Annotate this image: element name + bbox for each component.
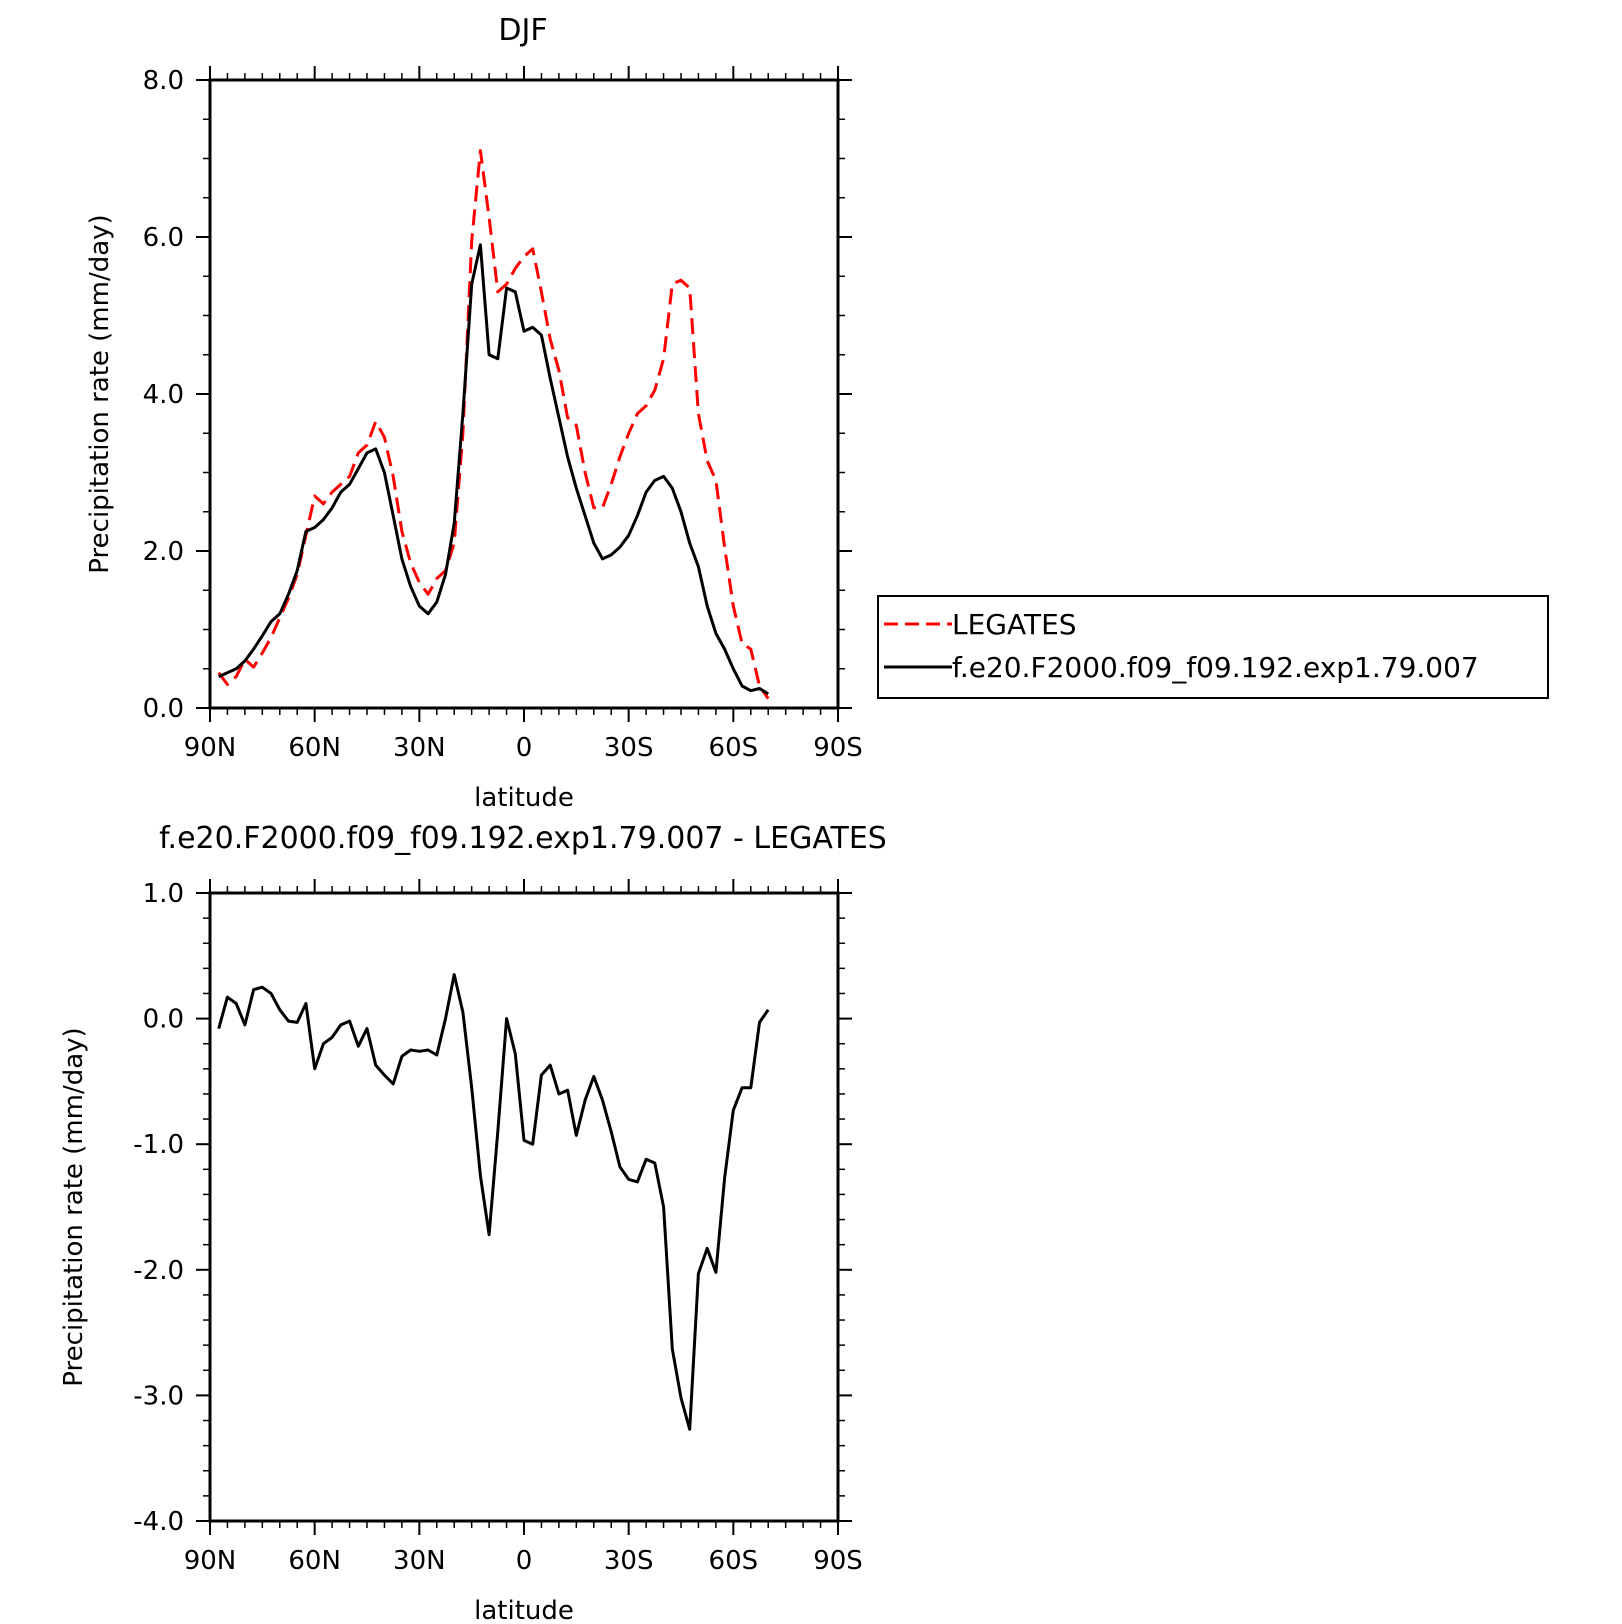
y-tick-label: -1.0	[133, 1130, 184, 1160]
legend-label-model: f.e20.F2000.f09_f09.192.exp1.79.007	[952, 651, 1479, 684]
chart-title: DJF	[498, 13, 547, 48]
x-tick-label: 60S	[709, 733, 759, 763]
legend-box	[877, 595, 1549, 699]
x-tick-label: 90N	[184, 1546, 237, 1576]
legend: LEGATES f.e20.F2000.f09_f09.192.exp1.79.…	[877, 595, 1549, 699]
x-tick-label: 60N	[288, 1546, 341, 1576]
y-tick-label: -2.0	[133, 1256, 184, 1286]
series-line-difference	[217, 973, 770, 1431]
x-tick-label: 30S	[604, 1546, 654, 1576]
x-tick-label: 60S	[709, 1546, 759, 1576]
x-tick-label: 0	[516, 1546, 533, 1576]
x-tick-labels: 90N 60N 30N 0 30S 60S 90S	[184, 733, 863, 763]
x-tick-label: 30N	[393, 1546, 446, 1576]
y-tick-label: 6.0	[143, 223, 184, 253]
chart-djf: DJF 90N 60N 30N 0 30S 60S 90S 0.02.04.06.08.0 …	[85, 13, 863, 813]
legend-label-legates: LEGATES	[952, 608, 1077, 641]
y-tick-label: 2.0	[143, 537, 184, 567]
y-tick-label: 0.0	[143, 694, 184, 724]
y-tick-label: 8.0	[143, 66, 184, 96]
plot-frame	[208, 78, 840, 710]
axis-ticks	[196, 879, 852, 1535]
y-tick-label: 1.0	[143, 879, 184, 909]
x-tick-label: 30S	[604, 733, 654, 763]
y-axis-label: Precipitation rate (mm/day)	[85, 214, 115, 573]
x-tick-label: 30N	[393, 733, 446, 763]
y-tick-label: 4.0	[143, 380, 184, 410]
x-tick-label: 90S	[813, 733, 863, 763]
x-tick-label: 90N	[184, 733, 237, 763]
series-line-model	[218, 243, 770, 696]
series-line-legates	[217, 149, 770, 700]
x-tick-labels: 90N 60N 30N 0 30S 60S 90S	[184, 1546, 863, 1576]
y-tick-labels: -4.0 -3.0 -2.0 -1.0 0.0 1.0	[133, 879, 184, 1537]
series-group	[217, 149, 770, 700]
x-tick-label: 90S	[813, 1546, 863, 1576]
y-tick-label: -4.0	[133, 1507, 184, 1537]
y-tick-labels: 0.0 2.0 4.0 6.0 8.0	[143, 66, 184, 724]
x-tick-label: 60N	[288, 733, 341, 763]
plot-frame	[208, 891, 840, 1523]
y-axis-label: Precipitation rate (mm/day)	[59, 1027, 89, 1386]
y-tick-label: 0.0	[143, 1005, 184, 1035]
y-tick-label: -3.0	[133, 1381, 184, 1411]
axis-ticks	[196, 66, 852, 722]
x-axis-label: latitude	[474, 783, 574, 813]
series-group	[217, 973, 770, 1431]
x-axis-label: latitude	[474, 1596, 574, 1624]
chart-title: f.e20.F2000.f09_f09.192.exp1.79.007 - LE…	[159, 821, 887, 856]
chart-difference: f.e20.F2000.f09_f09.192.exp1.79.007 - LE…	[59, 821, 887, 1624]
x-tick-label: 0	[516, 733, 533, 763]
